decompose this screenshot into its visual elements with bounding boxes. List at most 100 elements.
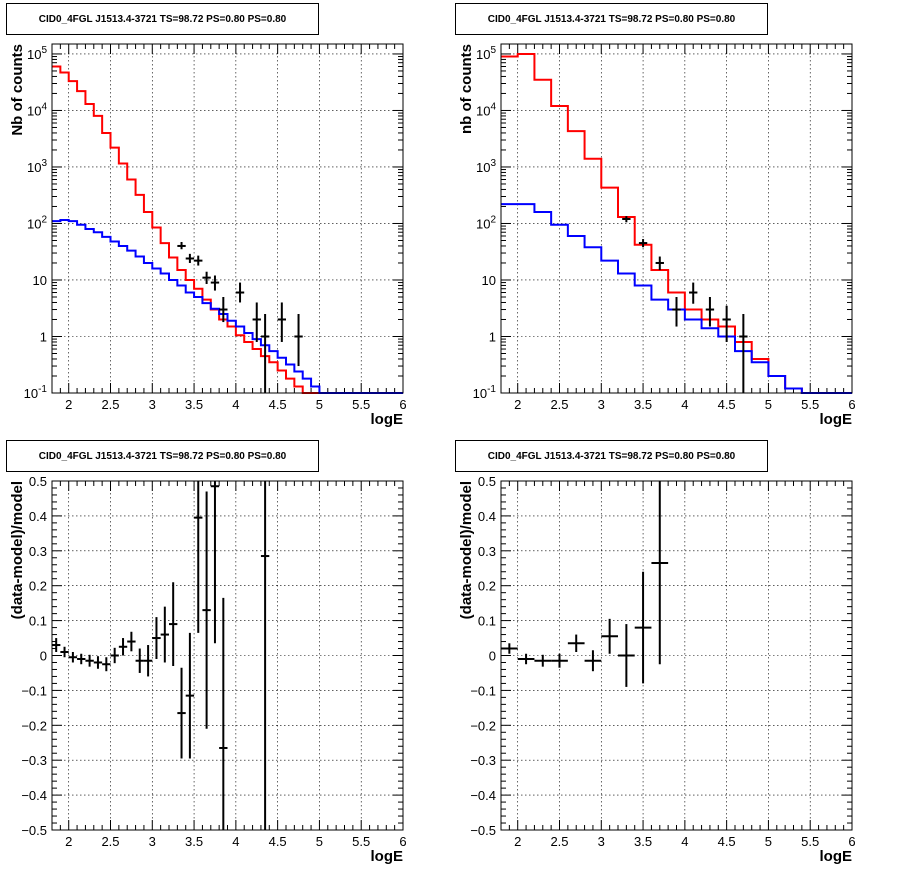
y-tick-label: 102	[27, 214, 47, 231]
y-axis-label: (data-model)/model	[9, 481, 26, 619]
y-axis-label: Nb of counts	[9, 44, 26, 136]
y-tick-label: −0.3	[21, 753, 47, 768]
y-tick-label: 102	[476, 214, 496, 231]
plot-frame	[500, 480, 853, 831]
x-tick-label: 6	[399, 834, 406, 849]
residual-plot-left: 2 2.5 3 3.5 4 4.5 5 5.5 6 −0.5 −0.4 −0.3 −0.2 −0.1 0 0.…	[9, 474, 407, 865]
data-points	[177, 242, 303, 393]
x-tick-label: 4.5	[718, 834, 736, 849]
x-tick-label: 3.5	[634, 834, 652, 849]
model-histogram	[501, 203, 852, 394]
x-tick-label: 3	[149, 397, 156, 412]
x-tick-label: 2.5	[550, 397, 568, 412]
x-tick-label: 2.5	[101, 834, 119, 849]
y-tick-label: 0	[40, 649, 47, 664]
x-tick-label: 4.5	[269, 834, 287, 849]
y-tick-label: −0.5	[21, 823, 47, 838]
x-tick-label: 2	[65, 397, 72, 412]
plot-frame	[51, 480, 404, 831]
plot-frame	[51, 43, 404, 394]
y-tick-label: 10	[33, 273, 47, 288]
y-tick-label: 0.2	[29, 579, 47, 594]
y-tick-label: 1	[489, 329, 496, 344]
x-axis-label: logE	[820, 848, 853, 865]
x-tick-label: 5	[316, 397, 323, 412]
y-tick-label: 103	[27, 158, 47, 175]
x-tick-label: 6	[848, 834, 855, 849]
counts-plot-pad-right: CID0_4FGL J1513.4-3721 TS=98.72 PS=0.80 …	[449, 0, 898, 437]
grid	[501, 44, 852, 393]
x-axis-label: logE	[820, 411, 853, 428]
plot-title: CID0_4FGL J1513.4-3721 TS=98.72 PS=0.80 …	[6, 440, 319, 472]
x-tick-label: 4	[232, 397, 239, 412]
y-tick-label: 0.1	[478, 614, 496, 629]
y-tick-label: −0.2	[470, 718, 496, 733]
x-tick-label: 4.5	[269, 397, 287, 412]
y-tick-label: 1	[40, 329, 47, 344]
y-tick-label: −0.4	[21, 788, 47, 803]
y-tick-label: 105	[476, 45, 496, 62]
y-tick-label: −0.2	[21, 718, 47, 733]
x-tick-label: 5.5	[801, 397, 819, 412]
y-tick-label: 0.2	[478, 579, 496, 594]
plot-frame	[500, 43, 853, 394]
x-tick-label: 2	[514, 397, 521, 412]
y-tick-label: 0.3	[29, 544, 47, 559]
x-tick-label: 5.5	[352, 834, 370, 849]
counts-plot-right: 2 2.5 3 3.5 4 4.5 5 5.5 6 10-1 1 10 102 103 104 105 logE…	[458, 43, 856, 428]
grid	[52, 44, 403, 393]
model-histogram	[52, 65, 403, 394]
plot-title: CID0_4FGL J1513.4-3721 TS=98.72 PS=0.80 …	[455, 440, 768, 472]
axis-ticks	[500, 44, 853, 394]
x-tick-label: 4	[232, 834, 239, 849]
residual-plot-pad-left: CID0_4FGL J1513.4-3721 TS=98.72 PS=0.80 …	[0, 437, 449, 875]
residual-plot-right: 2 2.5 3 3.5 4 4.5 5 5.5 6 −0.5 −0.4 −0.3 −0.2 −0.1 0 0.…	[458, 474, 856, 865]
y-axis-label: (data-model)/model	[458, 481, 475, 619]
x-tick-label: 5.5	[352, 397, 370, 412]
data-points	[501, 481, 669, 687]
x-tick-label: 3	[149, 834, 156, 849]
x-axis-label: logE	[371, 411, 404, 428]
x-tick-label: 2	[65, 834, 72, 849]
x-tick-label: 5	[765, 397, 772, 412]
axis-ticks	[51, 44, 404, 394]
x-tick-label: 3	[598, 397, 605, 412]
x-tick-label: 2.5	[550, 834, 568, 849]
x-tick-label: 3.5	[634, 397, 652, 412]
y-tick-label: 104	[476, 101, 496, 118]
y-tick-label: 10-1	[473, 384, 497, 401]
x-tick-label: 5.5	[801, 834, 819, 849]
y-tick-label: 105	[27, 45, 47, 62]
data-points	[52, 481, 270, 830]
residual-plot-pad-right: CID0_4FGL J1513.4-3721 TS=98.72 PS=0.80 …	[449, 437, 898, 875]
counts-plot-left: 2 2.5 3 3.5 4 4.5 5 5.5 6 10-1 1 10 102 103 104 105 logE…	[9, 43, 407, 428]
y-tick-label: −0.1	[21, 683, 47, 698]
x-tick-label: 3.5	[185, 397, 203, 412]
y-tick-label: 0.5	[478, 474, 496, 489]
data-points	[622, 216, 748, 393]
y-tick-label: 0	[489, 649, 496, 664]
plot-title: CID0_4FGL J1513.4-3721 TS=98.72 PS=0.80 …	[6, 3, 319, 35]
x-axis-label: logE	[371, 848, 404, 865]
x-tick-label: 2.5	[101, 397, 119, 412]
grid	[52, 481, 403, 830]
y-tick-label: 0.4	[29, 509, 47, 524]
x-tick-label: 4	[681, 397, 688, 412]
x-tick-label: 6	[399, 397, 406, 412]
y-tick-label: 0.5	[29, 474, 47, 489]
y-tick-label: 104	[27, 101, 47, 118]
y-tick-label: −0.1	[470, 683, 496, 698]
y-tick-label: 10	[482, 273, 496, 288]
x-tick-label: 5	[765, 834, 772, 849]
y-axis-label: nb of counts	[458, 44, 475, 134]
plot-title: CID0_4FGL J1513.4-3721 TS=98.72 PS=0.80 …	[455, 3, 768, 35]
x-tick-label: 6	[848, 397, 855, 412]
counts-plot-pad-left: CID0_4FGL J1513.4-3721 TS=98.72 PS=0.80 …	[0, 0, 449, 437]
y-tick-label: −0.3	[470, 753, 496, 768]
model-histogram	[52, 219, 403, 394]
y-tick-label: 0.3	[478, 544, 496, 559]
y-tick-label: 0.1	[29, 614, 47, 629]
y-tick-label: −0.4	[470, 788, 496, 803]
x-tick-label: 2	[514, 834, 521, 849]
x-tick-label: 4	[681, 834, 688, 849]
